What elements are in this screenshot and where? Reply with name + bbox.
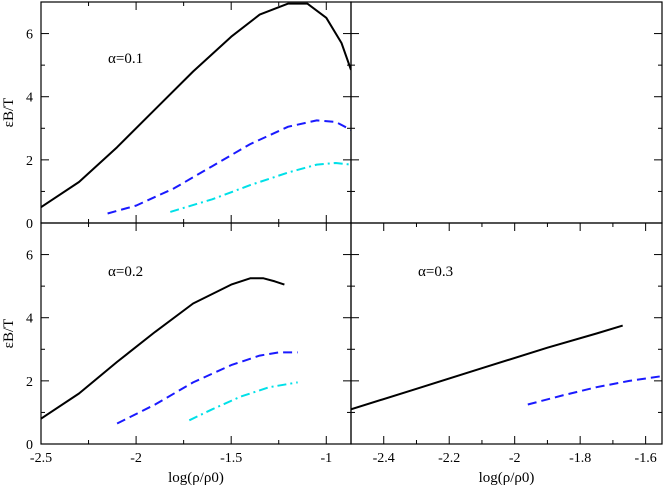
y-axis-label: εB/T	[1, 98, 17, 128]
y-tick-label: 4	[26, 91, 33, 106]
alpha-annotation: α=0.3	[418, 264, 453, 280]
series-line-dashdot	[170, 162, 351, 213]
x-tick-label: -1	[320, 451, 332, 466]
series-line-dashed	[107, 119, 351, 215]
x-tick-label: -2.5	[30, 451, 52, 466]
y-tick-label: 6	[26, 249, 33, 264]
y-tick-label: 2	[26, 375, 33, 390]
x-axis-label: log(ρ/ρ0)	[479, 470, 535, 486]
x-tick-label: -1.6	[635, 451, 657, 466]
y-tick-label: 4	[26, 312, 33, 327]
y-tick-label: 6	[26, 28, 33, 43]
alpha-annotation: α=0.2	[108, 264, 143, 280]
x-axis-label: log(ρ/ρ0)	[168, 470, 224, 486]
series-line-dashed	[527, 375, 662, 406]
y-tick-label: 0	[26, 438, 33, 453]
panel-top-right	[350, 1, 663, 224]
panel-bottom-right: -2.4 -2.2 -2 -1.8 -1.6 log(ρ/ρ0) α=0.3	[350, 222, 663, 486]
series-line-solid	[41, 277, 285, 420]
series-line-solid	[41, 2, 351, 209]
series-line-solid	[351, 324, 623, 411]
x-tick-label: -2	[509, 451, 521, 466]
y-tick-label: 0	[26, 217, 33, 232]
x-tick-label: -2	[130, 451, 142, 466]
y-axis-label: εB/T	[1, 319, 17, 349]
x-tick-label: -2.4	[373, 451, 395, 466]
y-tick-label: 2	[26, 154, 33, 169]
series-line-dashdot	[188, 381, 298, 422]
x-tick-label: -2.2	[438, 451, 460, 466]
panel-frame	[40, 222, 352, 445]
x-tick-label: -1.8	[569, 451, 591, 466]
panel-top-left: 0 2 4 6 εB/T α=0.1	[1, 1, 352, 232]
panel-frame	[350, 1, 663, 224]
panel-frame	[40, 1, 352, 224]
alpha-annotation: α=0.1	[108, 51, 143, 67]
panel-frame	[350, 222, 663, 445]
series-line-dashed	[116, 351, 298, 425]
panel-bottom-left: 0 2 4 6 -2.5 -2 -1.5 -1 εB/T log(ρ/ρ0) α=0.2	[1, 222, 352, 486]
x-tick-label: -1.5	[220, 451, 242, 466]
